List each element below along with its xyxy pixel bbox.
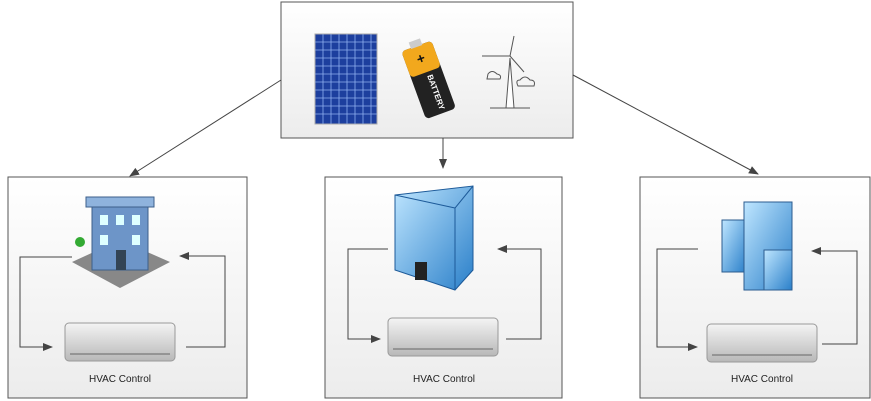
arrow [129,79,282,177]
building-icon [721,201,793,291]
building-label: HVAC Control [413,374,475,385]
ac-unit [706,323,818,363]
solar-panel [314,33,378,125]
ac-unit [387,317,499,357]
building-label: HVAC Control [89,374,151,385]
building-icon [72,196,170,288]
arrow [572,74,759,175]
battery: + BATTERY [402,38,455,119]
building-icon [394,185,474,291]
building-label: HVAC Control [731,374,793,385]
wind-turbine [482,35,535,109]
building-box: HVAC Control [7,176,248,399]
ac-unit [64,322,176,362]
building-box: HVAC Control [639,176,871,399]
building-box: HVAC Control [324,176,563,399]
